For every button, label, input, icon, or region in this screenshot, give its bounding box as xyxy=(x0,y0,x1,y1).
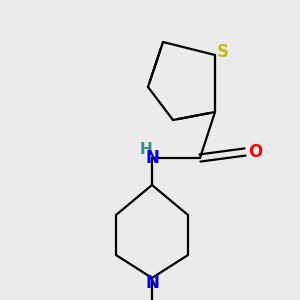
Text: N: N xyxy=(145,149,159,167)
Text: H: H xyxy=(140,142,152,158)
Text: O: O xyxy=(248,143,262,161)
Text: N: N xyxy=(145,274,159,292)
Text: S: S xyxy=(217,43,229,61)
